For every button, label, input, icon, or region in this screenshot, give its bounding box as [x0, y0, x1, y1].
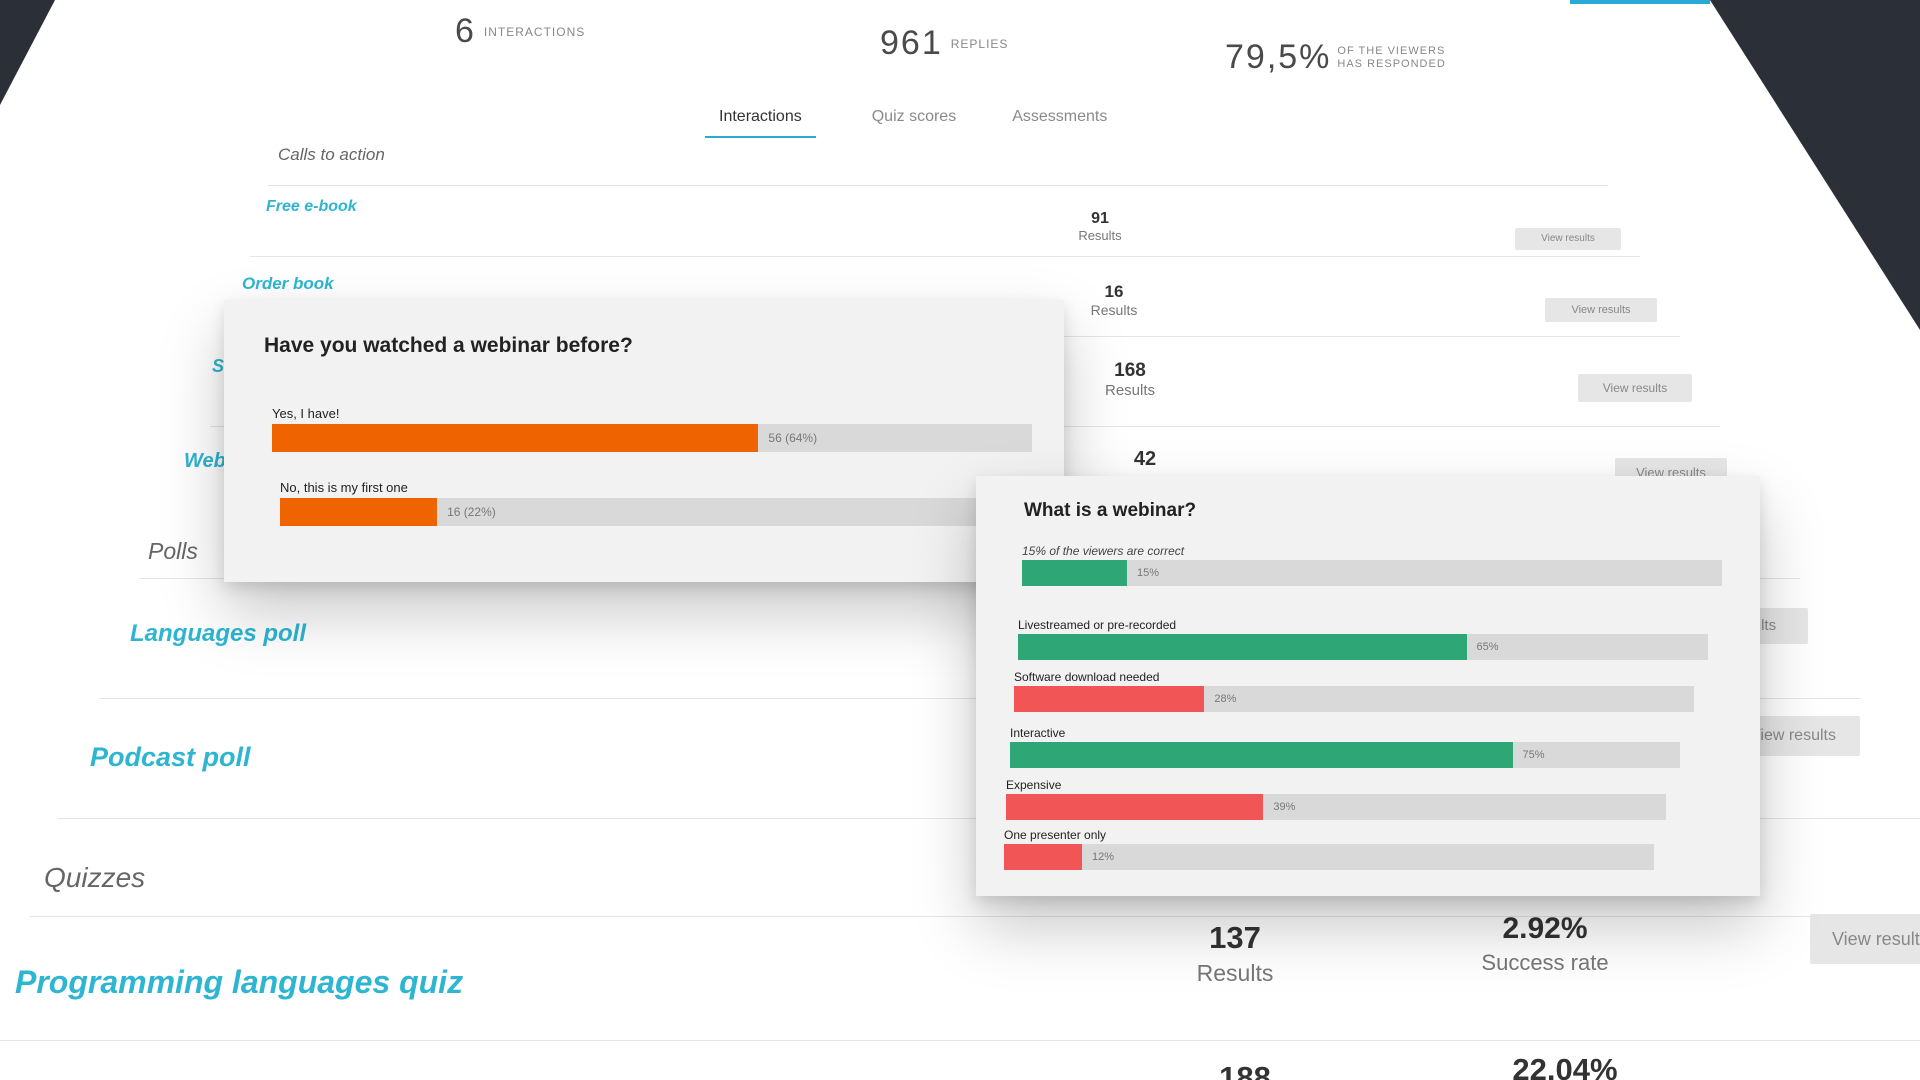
- poll-option-value: 65%: [1476, 641, 1499, 653]
- view-results-button[interactable]: View results: [1578, 374, 1692, 402]
- section-quizzes: Quizzes: [44, 862, 146, 893]
- poll-option-value: 16 (22%): [447, 505, 496, 519]
- poll-option-bar: 75%: [1010, 742, 1680, 768]
- quiz-results-metric: 188: [1190, 1060, 1300, 1080]
- cta-row-value-label: Results: [1090, 302, 1138, 318]
- stat-interactions: 6 INTERACTIONS: [455, 12, 585, 51]
- poll-option-bar: 39%: [1006, 794, 1666, 820]
- quiz-rate-metric: 2.92% Success rate: [1470, 912, 1620, 976]
- quiz-rate-value: 22.04%: [1512, 1052, 1618, 1080]
- cta-row-title[interactable]: S: [212, 356, 225, 376]
- poll-option-fill: [272, 424, 759, 452]
- view-results-button[interactable]: View result: [1810, 914, 1920, 964]
- quiz-rate-value: 2.92%: [1502, 912, 1588, 945]
- poll-option-fill: [1004, 844, 1082, 870]
- poll-row-title[interactable]: Languages poll: [130, 620, 307, 647]
- poll-option-bar: 12%: [1004, 844, 1654, 870]
- cta-row-value: 168: [1114, 360, 1146, 381]
- poll-row-title[interactable]: Podcast poll: [90, 742, 251, 772]
- poll-option-bar: 15%: [1022, 560, 1722, 586]
- poll-card-webinar-before: Have you watched a webinar before? Yes, …: [224, 300, 1064, 582]
- divider: [0, 1040, 1920, 1041]
- divider: [30, 916, 1920, 917]
- cta-row-metric: 16 Results: [1072, 282, 1156, 318]
- stat-replies: 961 REPLIES: [880, 24, 1008, 63]
- quiz-rate-label: Success rate: [1481, 950, 1609, 975]
- poll-card-title: Have you watched a webinar before?: [264, 334, 633, 357]
- poll-option-bar: 56 (64%): [272, 424, 1032, 452]
- poll-option-fill: [1022, 560, 1127, 586]
- cta-row-value: 16: [1104, 282, 1124, 301]
- quiz-rate-metric: 22.04%: [1490, 1052, 1640, 1080]
- cta-row-title[interactable]: Web: [184, 450, 226, 472]
- poll-option-value: 28%: [1214, 693, 1237, 705]
- quiz-results-label: Results: [1196, 960, 1274, 986]
- cta-row-title[interactable]: Free e-book: [266, 198, 357, 215]
- poll-option-fill: [1010, 742, 1513, 768]
- poll-option-value: 39%: [1273, 801, 1296, 813]
- cta-row-value: 42: [1133, 448, 1157, 470]
- poll-option-label: Interactive: [1010, 726, 1066, 740]
- poll-option-fill: [1018, 634, 1467, 660]
- poll-option-label: Yes, I have!: [272, 406, 340, 421]
- section-polls: Polls: [148, 538, 198, 564]
- poll-option-label: No, this is my first one: [280, 480, 408, 495]
- tab-bar: Interactions Quiz scores Assessments: [705, 108, 1107, 138]
- divider: [250, 256, 1640, 257]
- poll-option-label: Expensive: [1006, 778, 1062, 792]
- quiz-results-value: 137: [1209, 920, 1261, 955]
- poll-option-bar: 28%: [1014, 686, 1694, 712]
- stat-replies-value: 961: [880, 24, 943, 62]
- stat-replies-label: REPLIES: [950, 36, 1009, 51]
- cta-row-metric: 168 Results: [1085, 360, 1175, 399]
- view-results-button[interactable]: View results: [1545, 298, 1657, 322]
- poll-option-bar: 65%: [1018, 634, 1708, 660]
- poll-option-label: 15% of the viewers are correct: [1022, 544, 1185, 558]
- poll-option-label: One presenter only: [1004, 828, 1107, 842]
- cta-row-metric: 42: [1100, 448, 1190, 471]
- poll-option-label: Livestreamed or pre-recorded: [1018, 618, 1177, 632]
- poll-option-label: Software download needed: [1014, 670, 1160, 684]
- poll-option-value: 12%: [1092, 851, 1115, 863]
- poll-option-value: 15%: [1137, 567, 1160, 579]
- poll-card-what-is-webinar: What is a webinar? 15% of the viewers ar…: [976, 476, 1760, 896]
- divider: [268, 185, 1608, 186]
- stat-interactions-label: INTERACTIONS: [483, 24, 586, 39]
- poll-option-value: 56 (64%): [768, 431, 818, 445]
- tab-assessments[interactable]: Assessments: [1012, 108, 1108, 125]
- cta-row-title[interactable]: Order book: [242, 274, 334, 293]
- stat-responded-value: 79,5%: [1225, 38, 1332, 76]
- poll-option-fill: [1006, 794, 1264, 820]
- poll-option-fill: [1014, 686, 1205, 712]
- poll-option-bar: 16 (22%): [280, 498, 994, 526]
- cta-row-metric: 91 Results: [1060, 210, 1140, 243]
- quiz-results-value: 188: [1219, 1060, 1271, 1080]
- tab-interactions[interactable]: Interactions: [705, 108, 816, 138]
- stat-responded: 79,5% OF THE VIEWERS HAS RESPONDED: [1225, 38, 1467, 77]
- header-accent-bar: [1570, 0, 1710, 4]
- poll-option-fill: [280, 498, 438, 526]
- quiz-results-metric: 137 Results: [1180, 920, 1290, 987]
- tab-quiz-scores[interactable]: Quiz scores: [871, 108, 957, 125]
- view-results-button[interactable]: View results: [1515, 228, 1621, 250]
- cta-row-value-label: Results: [1078, 228, 1122, 243]
- cta-row-value-label: Results: [1104, 382, 1156, 399]
- section-calls-to-action: Calls to action: [278, 145, 385, 164]
- stat-responded-label: OF THE VIEWERS HAS RESPONDED: [1337, 44, 1446, 70]
- stat-interactions-value: 6: [455, 12, 476, 50]
- cta-row-value: 91: [1091, 210, 1109, 227]
- poll-option-value: 75%: [1522, 749, 1545, 761]
- poll-card-title: What is a webinar?: [1024, 500, 1197, 521]
- quiz-row-title[interactable]: Programming languages quiz: [15, 964, 464, 1000]
